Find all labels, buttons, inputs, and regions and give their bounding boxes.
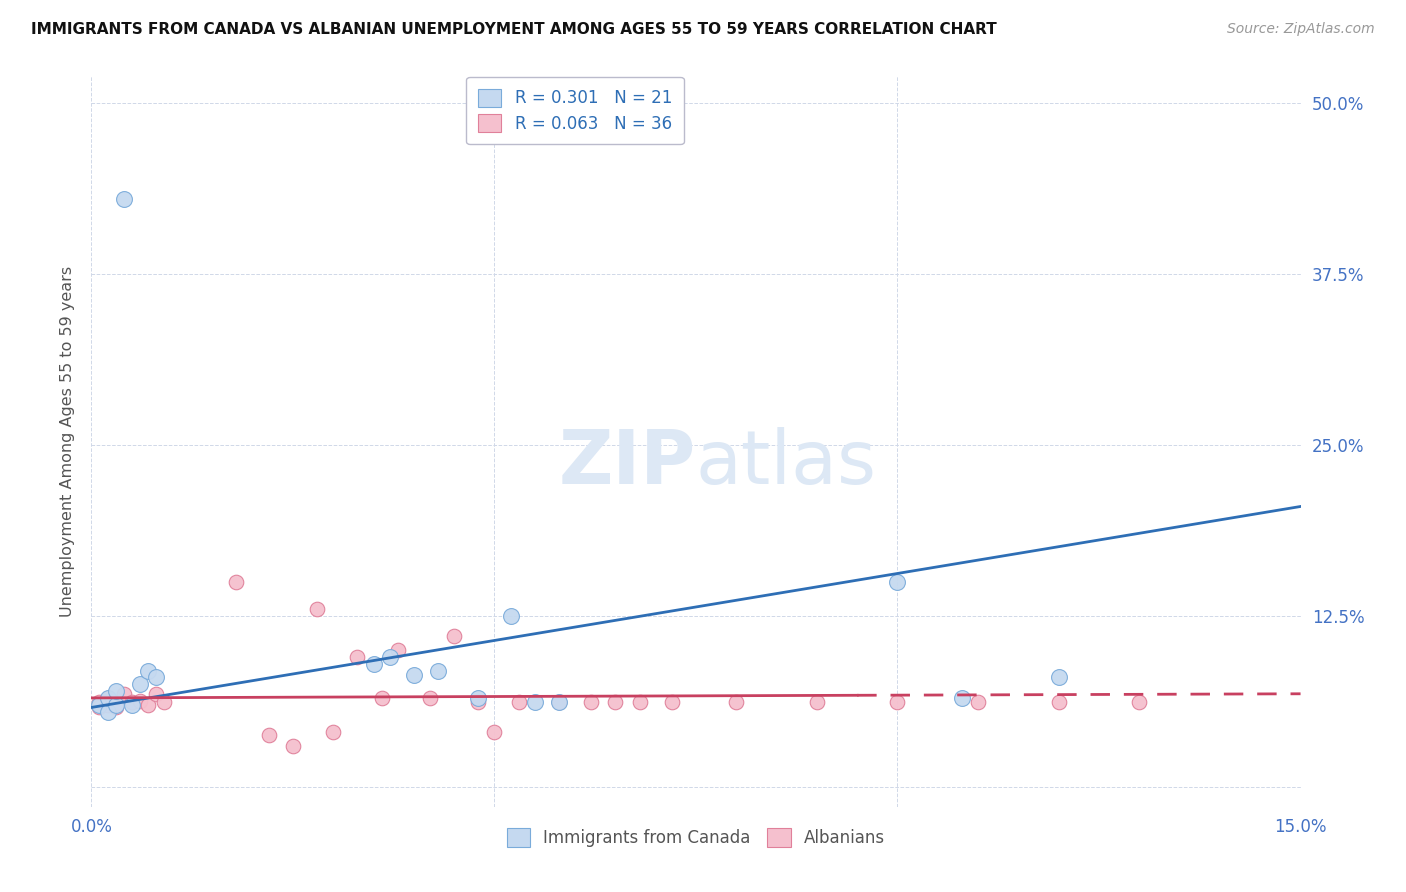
Point xyxy=(307,602,329,616)
Point xyxy=(1047,695,1070,709)
Point xyxy=(950,690,973,705)
Legend: Immigrants from Canada, Albanians: Immigrants from Canada, Albanians xyxy=(501,822,891,854)
Point xyxy=(1047,670,1070,684)
Point xyxy=(467,690,489,705)
Point xyxy=(104,695,127,709)
Point xyxy=(104,698,127,712)
Point xyxy=(145,670,167,684)
Point xyxy=(419,690,441,705)
Point xyxy=(523,695,546,709)
Text: Source: ZipAtlas.com: Source: ZipAtlas.com xyxy=(1227,22,1375,37)
Point xyxy=(112,192,135,206)
Point xyxy=(128,677,150,691)
Point xyxy=(363,657,385,671)
Point xyxy=(548,695,571,709)
Point xyxy=(121,695,143,709)
Point xyxy=(427,664,450,678)
Point xyxy=(443,629,465,643)
Point xyxy=(96,705,118,719)
Point xyxy=(499,608,522,623)
Point xyxy=(508,695,530,709)
Point xyxy=(484,725,506,739)
Text: atlas: atlas xyxy=(696,427,877,500)
Point xyxy=(387,643,409,657)
Point xyxy=(628,695,651,709)
Point xyxy=(145,687,167,701)
Point xyxy=(886,574,908,589)
Point xyxy=(112,687,135,701)
Point xyxy=(89,698,111,712)
Point xyxy=(806,695,828,709)
Point xyxy=(886,695,908,709)
Point xyxy=(104,684,127,698)
Point xyxy=(257,728,280,742)
Point xyxy=(225,574,247,589)
Point xyxy=(136,664,159,678)
Point xyxy=(661,695,683,709)
Point xyxy=(579,695,602,709)
Point xyxy=(96,690,118,705)
Point xyxy=(967,695,990,709)
Point xyxy=(370,690,392,705)
Point xyxy=(281,739,304,753)
Point xyxy=(346,649,368,664)
Y-axis label: Unemployment Among Ages 55 to 59 years: Unemployment Among Ages 55 to 59 years xyxy=(59,266,75,617)
Point xyxy=(121,698,143,712)
Point xyxy=(322,725,344,739)
Point xyxy=(104,700,127,714)
Point xyxy=(548,695,571,709)
Text: ZIP: ZIP xyxy=(558,427,696,500)
Point xyxy=(467,695,489,709)
Point xyxy=(96,698,118,712)
Point xyxy=(402,667,425,681)
Point xyxy=(96,690,118,705)
Point xyxy=(725,695,748,709)
Point xyxy=(89,695,111,709)
Point xyxy=(89,700,111,714)
Point xyxy=(605,695,627,709)
Text: IMMIGRANTS FROM CANADA VS ALBANIAN UNEMPLOYMENT AMONG AGES 55 TO 59 YEARS CORREL: IMMIGRANTS FROM CANADA VS ALBANIAN UNEMP… xyxy=(31,22,997,37)
Point xyxy=(153,695,176,709)
Point xyxy=(378,649,401,664)
Point xyxy=(128,693,150,707)
Point xyxy=(136,698,159,712)
Point xyxy=(1128,695,1150,709)
